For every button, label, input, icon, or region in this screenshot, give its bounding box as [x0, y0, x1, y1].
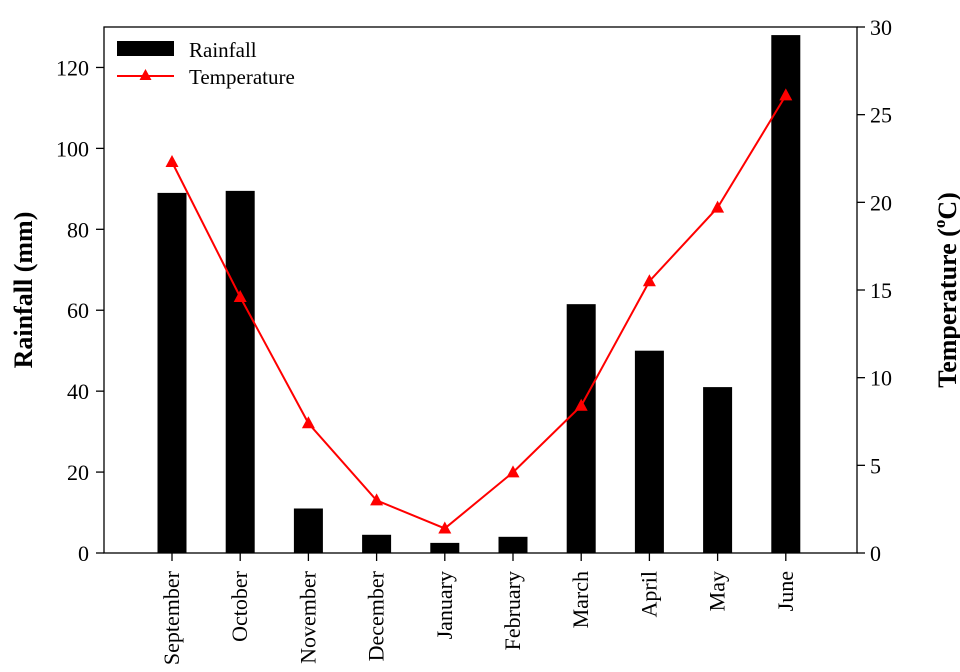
legend-rainfall-label: Rainfall [189, 38, 257, 62]
bar-december [362, 534, 392, 553]
right-tick-label: 20 [870, 190, 892, 215]
bar-march [566, 304, 596, 553]
temperature-point-march [574, 398, 588, 411]
x-tick-label-april: April [636, 571, 661, 617]
right-tick-label: 0 [870, 541, 881, 566]
x-tick-label-october: October [227, 570, 252, 642]
temperature-point-june [779, 88, 793, 101]
right-tick-label: 25 [870, 103, 892, 128]
x-axis: September October November December January F… [159, 553, 798, 665]
y2-axis-title-end: C) [933, 192, 960, 219]
right-tick-label: 15 [870, 278, 892, 303]
temperature-point-may [711, 200, 725, 213]
left-tick-label: 100 [56, 136, 89, 161]
y2-axis-title-sup: o [930, 220, 949, 229]
temperature-point-february [506, 465, 520, 478]
x-tick-label-september: September [159, 570, 184, 665]
temperature-line [171, 94, 787, 530]
temperature-point-december [370, 493, 384, 506]
x-tick-label-february: February [500, 571, 525, 650]
x-tick-label-march: March [568, 571, 593, 628]
bar-may [703, 387, 733, 553]
left-tick-label: 20 [67, 460, 89, 485]
left-tick-label: 60 [67, 298, 89, 323]
bar-april [634, 350, 664, 553]
bar-february [498, 536, 528, 553]
temperature-point-april [642, 274, 656, 287]
plot-frame [103, 26, 858, 554]
right-tick-label: 30 [870, 15, 892, 40]
left-tick-label: 40 [67, 379, 89, 404]
temperature-point-september [165, 155, 179, 168]
legend: Rainfall Temperature [117, 38, 295, 89]
x-tick-label-november: November [295, 570, 320, 664]
temperature-point-november [301, 416, 315, 429]
temperature-series [165, 88, 793, 534]
rainfall-bars [157, 35, 801, 554]
bar-january [430, 542, 460, 553]
y-axis-title: Rainfall (mm) [9, 212, 38, 369]
legend-temperature-label: Temperature [189, 65, 295, 89]
bar-september [157, 192, 187, 553]
temperature-point-january [438, 521, 452, 534]
left-tick-label: 120 [56, 55, 89, 80]
left-tick-label: 80 [67, 217, 89, 242]
left-tick-label: 0 [78, 541, 89, 566]
y2-axis-title: Temperature (oC) [930, 192, 960, 388]
x-tick-label-december: December [364, 570, 389, 661]
x-tick-label-may: May [705, 571, 730, 611]
left-axis: 0 20 40 60 80 100 120 [56, 55, 104, 566]
x-tick-label-june: June [773, 571, 798, 611]
legend-temperature-marker [139, 69, 152, 80]
bar-october [225, 190, 255, 553]
x-tick-label-january: January [432, 571, 457, 639]
temperature-point-october [233, 290, 247, 303]
y2-axis-title-main: Temperature ( [933, 228, 960, 388]
bar-november [293, 508, 323, 553]
right-tick-label: 5 [870, 453, 881, 478]
legend-rainfall-swatch [117, 41, 174, 56]
bar-june [771, 35, 801, 554]
right-tick-label: 10 [870, 366, 892, 391]
right-axis: 0 5 10 15 20 25 30 [857, 15, 892, 566]
